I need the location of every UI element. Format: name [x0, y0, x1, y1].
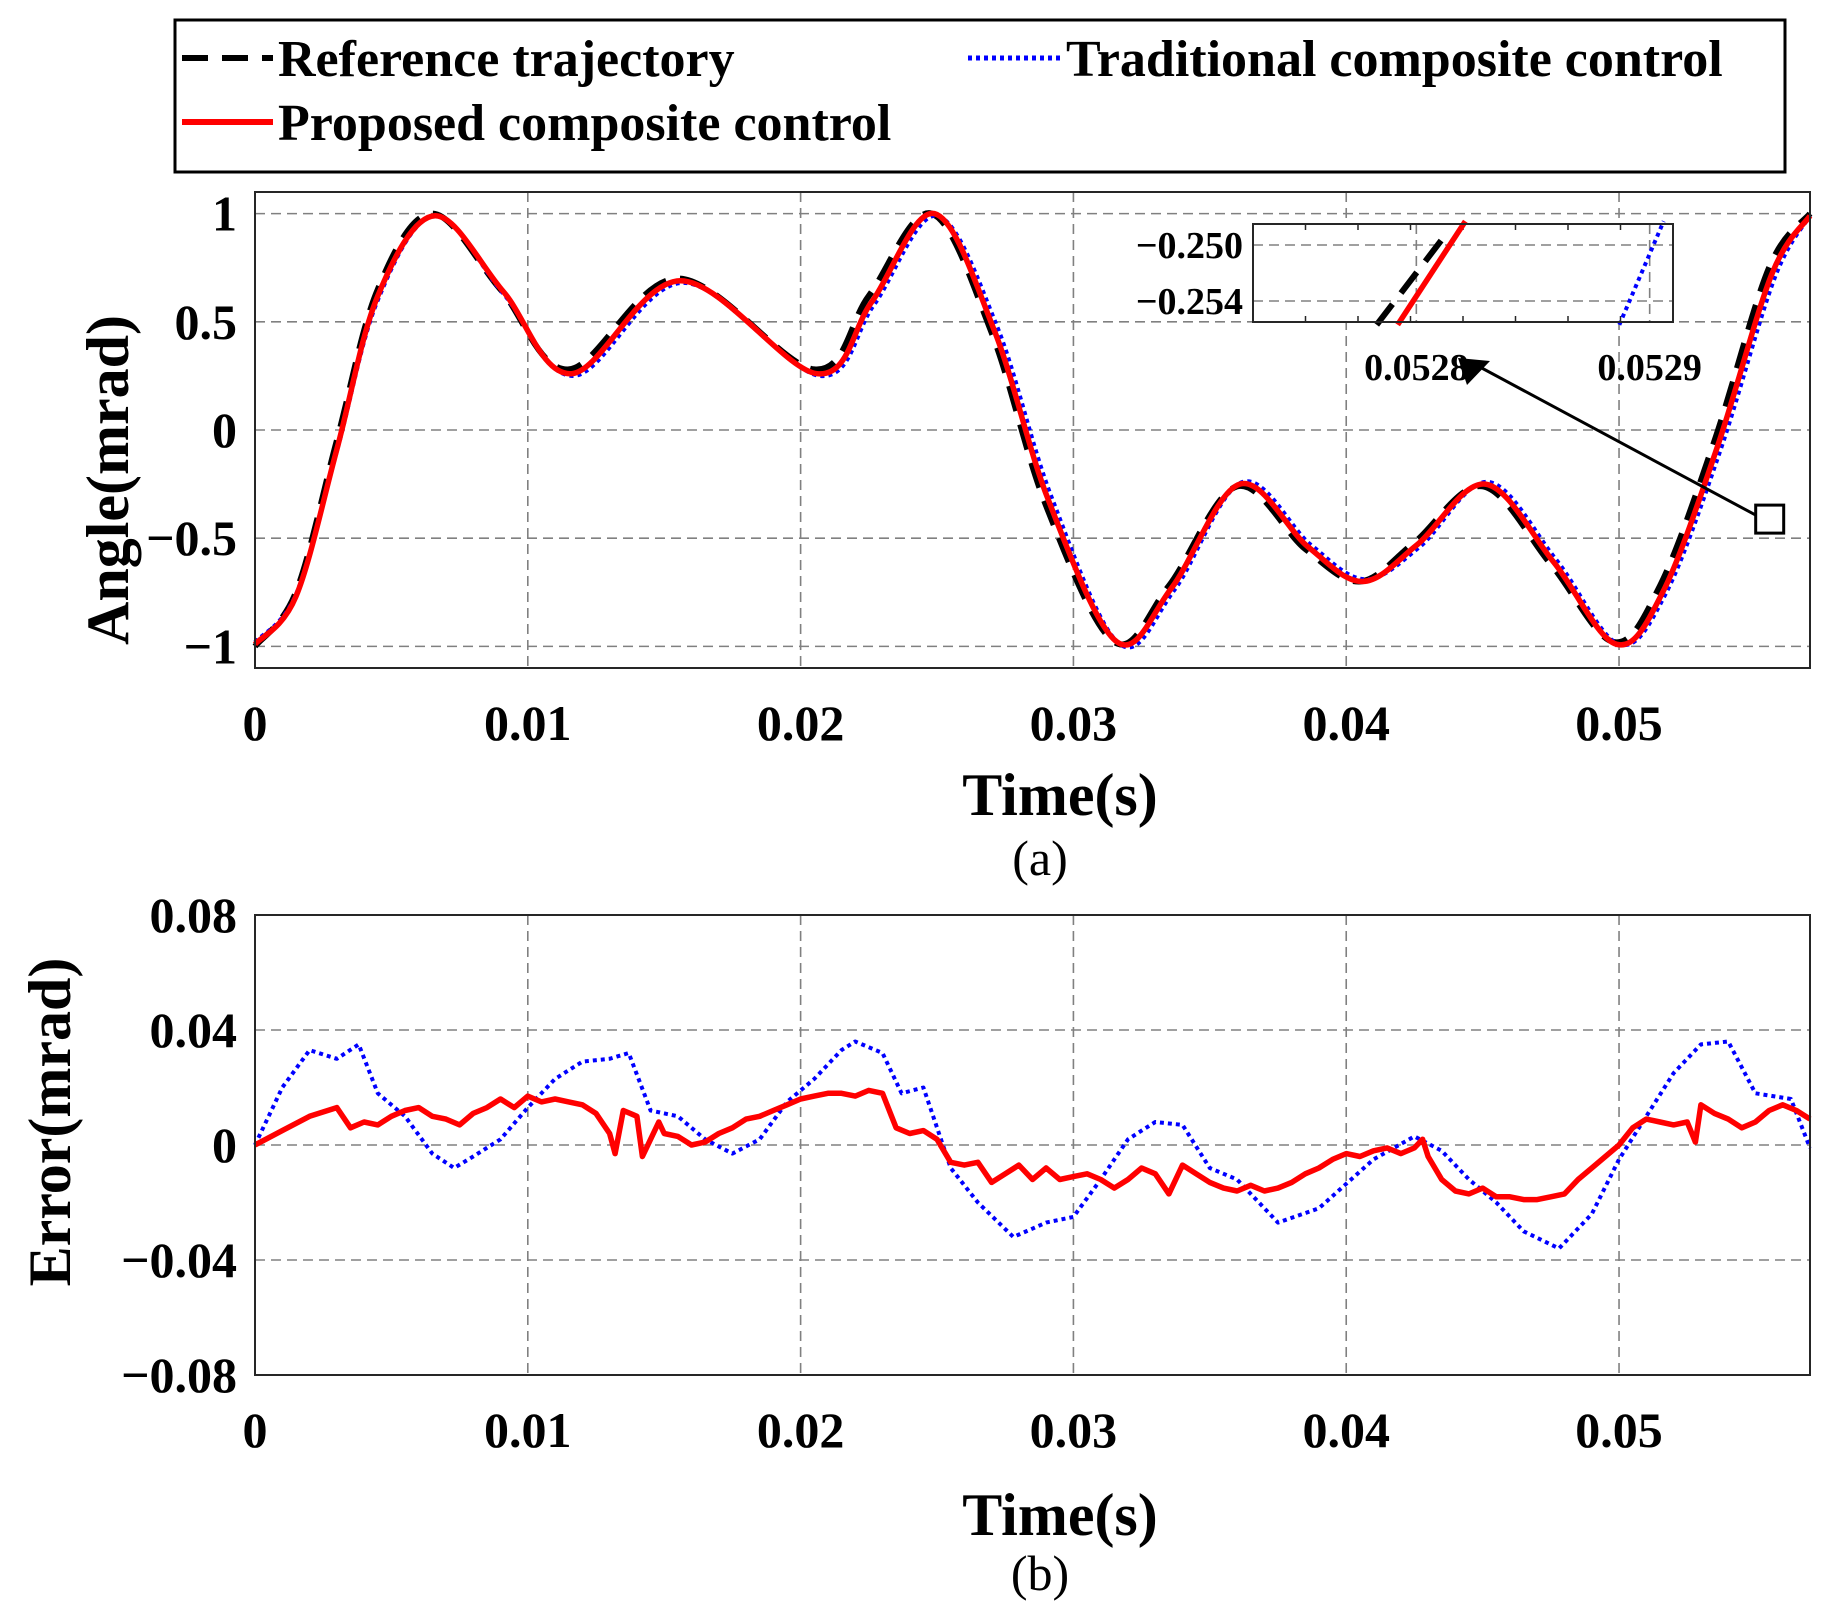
inset-line-proposed-composite-control — [1395, 219, 1468, 327]
error-chart-x-label: Time(s) — [962, 1482, 1158, 1548]
x-tick-label: 0.03 — [1030, 1402, 1118, 1458]
angle-chart-y-ticks: 1 0.5 0 −0.5 −1 — [146, 186, 237, 675]
x-tick-label: 0.05 — [1575, 1402, 1663, 1458]
inset-y-tick-label: −0.250 — [1136, 225, 1243, 267]
zoom-arrow — [1458, 358, 1757, 517]
error-chart-grid — [255, 914, 1810, 1376]
x-tick-label: 0.05 — [1575, 695, 1663, 751]
angle-chart-y-label: Angle(mrad) — [75, 315, 141, 645]
inset-line-reference-trajectory — [1374, 237, 1445, 327]
legend-label-proposed: Proposed composite control — [278, 95, 891, 152]
inset-line-traditional-composite-control — [1617, 220, 1666, 326]
inset-lines — [1374, 219, 1666, 327]
angle-chart-caption: (a) — [1012, 830, 1068, 886]
angle-chart-grid — [255, 192, 1810, 668]
legend-box — [173, 18, 1787, 174]
zoom-marker — [1754, 503, 1786, 535]
error-chart: 0 0.01 0.02 0.03 0.04 0.05 0.08 0.04 0 −0.04 −0.0… — [17, 887, 1812, 1601]
legend: Reference trajectory Traditional composi… — [173, 18, 1787, 174]
inset-y-ticks: −0.250 −0.254 — [1136, 225, 1243, 323]
x-tick-label: 0.04 — [1302, 1402, 1390, 1458]
y-tick-label: 0.5 — [175, 294, 238, 350]
error-chart-caption: (b) — [1011, 1545, 1069, 1601]
inset-frame — [1252, 223, 1674, 323]
legend-label-reference: Reference trajectory — [278, 31, 735, 88]
series-line-traditional-composite-control — [253, 213, 1812, 650]
inset-x-tick-label: 0.0528 — [1364, 347, 1469, 389]
x-tick-label: 0.02 — [757, 1402, 845, 1458]
series-line-proposed-composite-control — [252, 210, 1813, 648]
zoom-arrow-head — [1458, 358, 1490, 385]
x-tick-label: 0.04 — [1302, 695, 1390, 751]
inset-x-ticks: 0.0528 0.0529 — [1364, 347, 1702, 389]
x-tick-label: 0.01 — [484, 1402, 572, 1458]
y-tick-label: −0.08 — [121, 1347, 237, 1403]
angle-chart: 0 0.01 0.02 0.03 0.04 0.05 1 0.5 0 −0.5 −1 Time(s… — [75, 186, 1813, 886]
y-tick-label: 1 — [212, 186, 237, 242]
legend-label-traditional: Traditional composite control — [1066, 31, 1723, 88]
error-chart-lines — [253, 1039, 1812, 1251]
x-tick-label: 0 — [243, 1402, 268, 1458]
x-tick-label: 0.02 — [757, 695, 845, 751]
inset-chart: −0.250 −0.254 0.0528 0.0529 — [1136, 219, 1702, 389]
inset-background — [1253, 224, 1673, 322]
y-tick-label: −1 — [184, 618, 238, 674]
angle-chart-x-ticks: 0 0.01 0.02 0.03 0.04 0.05 — [243, 695, 1663, 751]
y-tick-label: −0.5 — [146, 510, 237, 566]
angle-chart-x-label: Time(s) — [962, 762, 1158, 828]
series-line-traditional-composite-control — [253, 1039, 1812, 1251]
y-tick-label: 0 — [212, 1117, 237, 1173]
inset-y-tick-label: −0.254 — [1136, 281, 1243, 323]
y-tick-label: 0 — [212, 402, 237, 458]
x-tick-label: 0.03 — [1030, 695, 1118, 751]
series-line-proposed-composite-control — [253, 1087, 1812, 1203]
y-tick-label: 0.04 — [150, 1002, 238, 1058]
x-tick-label: 0 — [243, 695, 268, 751]
y-tick-label: 0.08 — [150, 887, 238, 943]
inset-x-tick-label: 0.0529 — [1597, 347, 1702, 389]
angle-chart-frame — [254, 191, 1811, 669]
x-tick-label: 0.01 — [484, 695, 572, 751]
angle-chart-lines — [252, 210, 1813, 650]
y-tick-label: −0.04 — [121, 1232, 237, 1288]
zoom-arrow-shaft — [1477, 364, 1757, 517]
error-chart-x-ticks: 0 0.01 0.02 0.03 0.04 0.05 — [243, 1402, 1663, 1458]
error-chart-frame — [254, 914, 1811, 1376]
error-chart-y-ticks: 0.08 0.04 0 −0.04 −0.08 — [121, 887, 237, 1403]
error-chart-y-label: Error(mrad) — [17, 958, 83, 1287]
